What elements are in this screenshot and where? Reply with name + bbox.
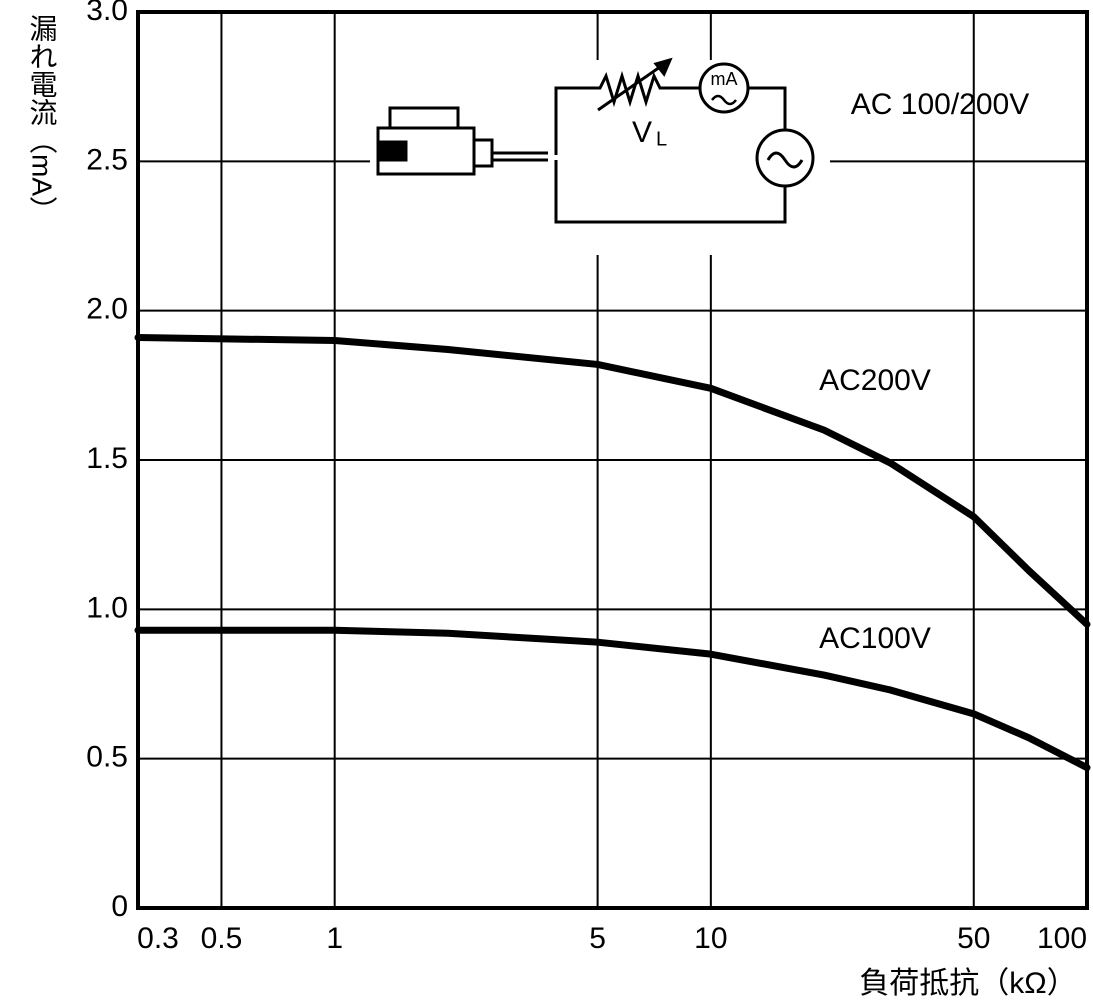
series-label: AC100V: [819, 622, 931, 655]
y-axis-title: 漏れ電流（mA）: [27, 14, 58, 224]
series-line: [138, 630, 1087, 767]
x-tick-label: 0.3: [137, 922, 179, 955]
y-tick-label: 0.5: [86, 741, 128, 774]
y-tick-label: 2.0: [86, 293, 128, 326]
y-tick-label: 3.0: [86, 0, 128, 27]
chart: AC 100/200V V L mA 漏れ電流（mA） 負荷抵抗（kΩ） 0 0.…: [0, 0, 1093, 1008]
x-tick-label: 5: [589, 922, 606, 955]
x-tick-label: 1: [326, 922, 343, 955]
series-line: [138, 338, 1087, 625]
resistor-label: V: [632, 116, 652, 149]
y-tick-label: 1.0: [86, 591, 128, 624]
x-tick-label: 100: [1037, 922, 1087, 955]
y-tick-label: 1.5: [86, 442, 128, 475]
supply-label: AC 100/200V: [851, 88, 1029, 121]
circuit-diagram: [370, 60, 830, 255]
series-label: AC200V: [819, 364, 931, 397]
x-tick-label: 0.5: [201, 922, 243, 955]
y-tick-label: 0: [111, 890, 128, 923]
x-tick-label: 50: [957, 922, 990, 955]
x-tick-label: 10: [694, 922, 727, 955]
x-axis-title: 負荷抵抗（kΩ）: [859, 967, 1076, 1000]
resistor-subscript: L: [656, 128, 667, 150]
y-tick-label: 2.5: [86, 143, 128, 176]
meter-label: mA: [711, 69, 738, 89]
